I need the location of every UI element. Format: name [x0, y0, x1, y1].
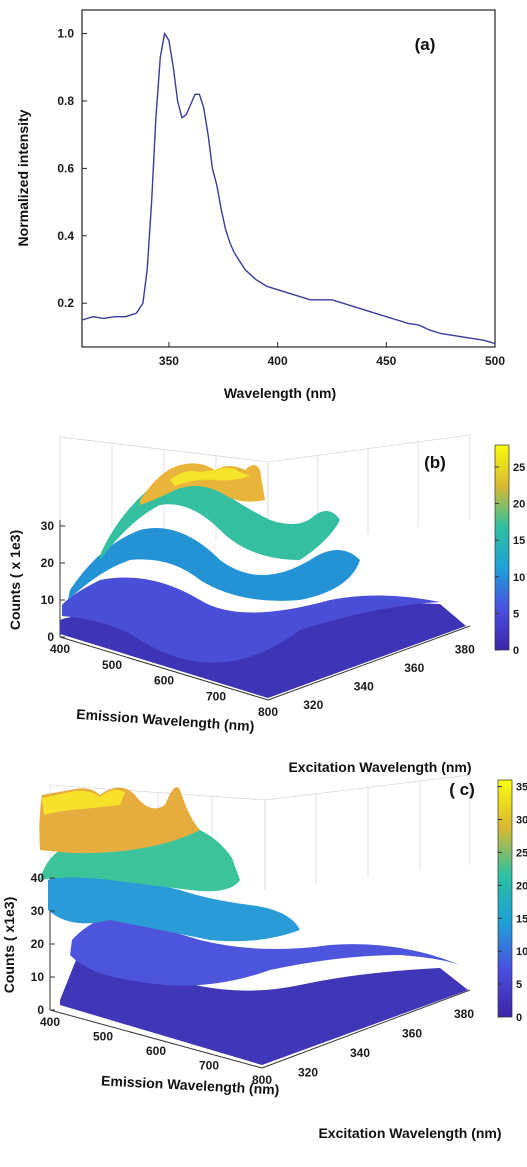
colorbar-tick-label: 0 — [513, 645, 519, 657]
panel-label-c: ( c) — [449, 780, 475, 799]
axes-b — [59, 520, 471, 701]
y-tick-label: 320 — [298, 1065, 318, 1079]
y-tick-label: 340 — [350, 1046, 370, 1060]
y-tick-label: 380 — [455, 642, 475, 656]
z-axis-label-b: Counts ( x 1e3) — [7, 530, 23, 630]
z-tick-label: 10 — [31, 970, 45, 984]
y-tick-label: 360 — [402, 1026, 422, 1040]
y-tick-label: 360 — [404, 661, 424, 675]
surface-c-low — [70, 915, 460, 986]
colorbar-tick-label: 15 — [516, 913, 527, 925]
x-tick-label: 800 — [252, 1073, 272, 1087]
z-ticks-c: 0 10 20 30 40 — [31, 871, 55, 1017]
z-tick-label: 10 — [41, 593, 55, 607]
x-ticks-c: 400 500 600 700 800 — [40, 1015, 272, 1087]
y-tick-label: 0.4 — [57, 229, 74, 243]
x-tick-label: 600 — [154, 674, 174, 688]
y-tick-label: 1.0 — [57, 27, 74, 41]
x-tick-label: 500 — [102, 658, 122, 672]
z-tick-label: 0 — [47, 630, 54, 644]
colorbar-tick-label: 25 — [516, 847, 527, 859]
colorbar-tick-label: 20 — [516, 880, 527, 892]
panel-label-a: (a) — [415, 35, 436, 54]
z-ticks-b: 0 10 20 30 — [41, 519, 65, 644]
surface-b-mid — [68, 528, 360, 601]
y-ticks-b: 320 340 360 380 — [303, 642, 475, 712]
x-axis-label-b: Emission Wavelength (nm) — [76, 706, 255, 734]
y-tick-label: 0.8 — [57, 94, 74, 108]
y-tick-label: 0.2 — [57, 296, 74, 310]
panel-b-surface-plot: 400 500 600 700 800 320 340 360 380 0 10 20 30 Emi… — [7, 434, 525, 775]
y-tick-label: 340 — [354, 679, 374, 693]
surface-c-mid — [48, 873, 300, 942]
panel-a-line-chart: 350 400 450 500 0.2 0.4 0.6 0.8 1.0 Wavelength … — [15, 9, 505, 401]
z-axis-label-c: Counts ( x1e3) — [1, 897, 17, 993]
x-ticks-a: 350 400 450 500 — [159, 342, 505, 368]
surface-b-top — [170, 467, 250, 486]
y-tick-label: 320 — [303, 698, 323, 712]
y-ticks-a: 0.2 0.4 0.6 0.8 1.0 — [57, 27, 87, 310]
x-tick-label: 450 — [376, 354, 396, 368]
colorbar-c — [497, 779, 513, 1018]
colorbar-tick-label: 10 — [516, 946, 527, 958]
z-tick-label: 20 — [31, 937, 45, 951]
colorbar-tick-label: 0 — [516, 1012, 522, 1024]
colorbar-tick-label: 5 — [513, 608, 519, 620]
plot-area-a — [81, 9, 496, 348]
y-axis-label-b: Excitation Wavelength (nm) — [288, 759, 471, 775]
colorbar-tick-label: 20 — [513, 499, 525, 511]
x-tick-label: 400 — [40, 1015, 60, 1029]
surface-b-low — [62, 577, 440, 663]
spectrum-line — [81, 31, 496, 345]
y-tick-label: 380 — [454, 1007, 474, 1021]
x-tick-label: 400 — [268, 354, 288, 368]
x-tick-label: 700 — [206, 689, 226, 703]
x-tick-label: 800 — [258, 705, 278, 719]
y-tick-label: 0.6 — [57, 161, 74, 175]
z-tick-label: 40 — [31, 871, 45, 885]
z-tick-label: 20 — [41, 556, 55, 570]
panel-label-b: (b) — [424, 453, 446, 472]
y-axis-label-c: Excitation Wavelength (nm) — [318, 1125, 501, 1141]
x-tick-label: 500 — [93, 1030, 113, 1044]
y-ticks-c: 320 340 360 380 — [298, 1007, 474, 1080]
colorbar-tick-label: 5 — [516, 979, 522, 991]
colorbar-tick-label: 35 — [516, 782, 527, 794]
x-tick-label: 400 — [50, 642, 70, 656]
z-tick-label: 30 — [31, 904, 45, 918]
colorbar-tick-label: 10 — [513, 572, 525, 584]
colorbar-tick-label: 25 — [513, 462, 525, 474]
y-axis-label-a: Normalized intensity — [15, 109, 31, 246]
x-tick-label: 700 — [199, 1059, 219, 1073]
x-tick-label: 350 — [159, 354, 179, 368]
x-ticks-b: 400 500 600 700 800 — [50, 642, 278, 719]
x-tick-label: 600 — [146, 1044, 166, 1058]
z-tick-label: 30 — [41, 519, 55, 533]
z-tick-label: 0 — [37, 1003, 44, 1017]
colorbar-ticks-c: 0 5 10 15 20 25 30 35 — [498, 782, 527, 1024]
surface-c-upper — [40, 830, 240, 892]
colorbar-b — [494, 444, 510, 651]
panel-c-surface-plot: 400 500 600 700 800 320 340 360 380 0 10 20 30 40 E… — [1, 774, 527, 1141]
x-axis-label-a: Wavelength (nm) — [224, 385, 336, 401]
surface-b-upper — [100, 476, 340, 560]
surface-c-top — [42, 789, 125, 815]
colorbar-tick-label: 30 — [516, 815, 527, 827]
colorbar-tick-label: 15 — [513, 535, 525, 547]
x-tick-label: 500 — [485, 354, 505, 368]
colorbar-ticks-b: 0 5 10 15 20 25 — [495, 462, 525, 657]
